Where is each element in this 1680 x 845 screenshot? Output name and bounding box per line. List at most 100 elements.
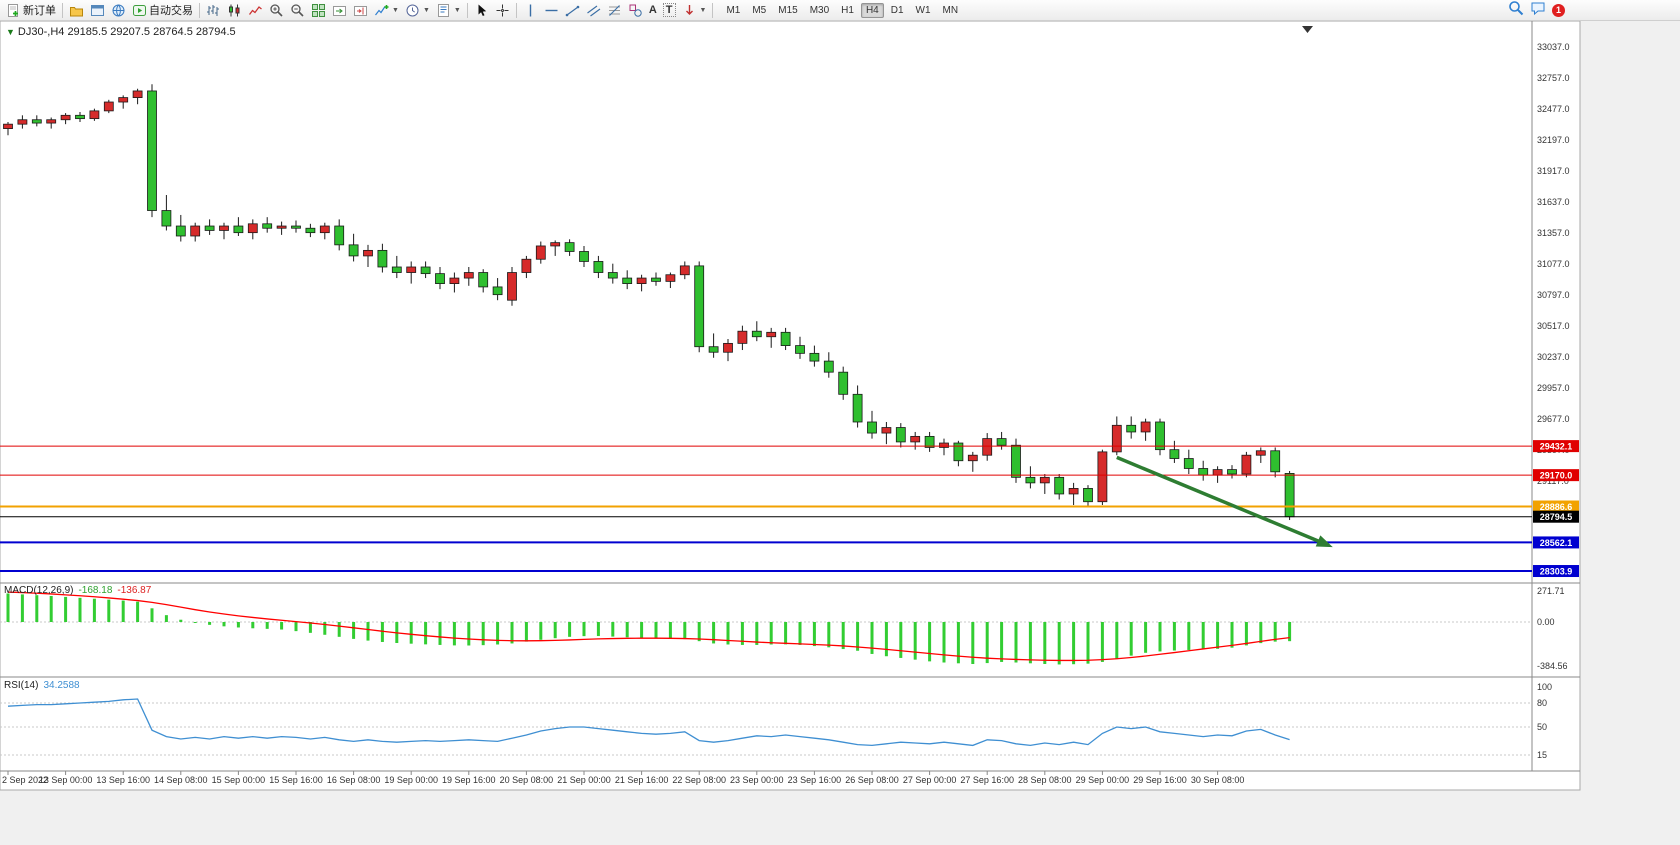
- macd-histogram-bar: [956, 622, 960, 664]
- new-order-button[interactable]: 新订单: [3, 2, 59, 19]
- auto-scroll-button[interactable]: [329, 2, 350, 19]
- timeframe-mn-button[interactable]: MN: [942, 4, 959, 16]
- svg-text:16 Sep 08:00: 16 Sep 08:00: [327, 775, 381, 785]
- dropdown-caret-icon: ▼: [699, 6, 707, 14]
- text-icon: A: [648, 4, 657, 16]
- candle-body: [823, 360, 834, 373]
- macd-histogram-bar: [582, 622, 586, 637]
- candle-body: [708, 346, 719, 353]
- macd-histogram-bar: [625, 622, 629, 638]
- candlestick-mode-button[interactable]: [224, 2, 245, 19]
- macd-histogram-bar: [222, 622, 226, 627]
- tile-windows-button[interactable]: [308, 2, 329, 19]
- macd-histogram-bar: [467, 622, 471, 646]
- rsi-name: RSI(14): [4, 680, 39, 691]
- macd-histogram-bar: [481, 622, 485, 646]
- candle-body: [910, 435, 921, 443]
- candle-body: [1097, 451, 1108, 503]
- macd-histogram-bar: [784, 622, 788, 645]
- macd-histogram-bar: [323, 622, 327, 635]
- candle-body: [391, 266, 402, 273]
- candle-body: [175, 225, 186, 237]
- toolbar-separator: [712, 2, 714, 18]
- svg-text:15: 15: [1537, 750, 1547, 760]
- crosshair-icon: [495, 3, 510, 18]
- macd-histogram-bar: [856, 622, 860, 651]
- candle-body: [1155, 421, 1165, 451]
- macd-histogram-bar: [1000, 622, 1004, 662]
- profiles-button[interactable]: [66, 2, 87, 19]
- candle-body: [478, 272, 489, 288]
- svg-text:13 Sep 00:00: 13 Sep 00:00: [39, 775, 93, 785]
- macd-histogram-bar: [1201, 622, 1205, 650]
- price-tag: [1533, 500, 1579, 513]
- timeframe-h1-button[interactable]: H1: [841, 4, 854, 16]
- candle-body: [564, 242, 575, 252]
- bar-chart-mode-button[interactable]: [203, 2, 224, 19]
- price-tag: [1533, 440, 1579, 453]
- periods-button[interactable]: ▼: [402, 2, 433, 19]
- autotrading-button[interactable]: 自动交易: [129, 2, 196, 19]
- new-order-label: 新订单: [23, 5, 56, 17]
- candle-body: [147, 90, 157, 211]
- macd-indicator-label: MACD(12,26,9) -168.18 -136.87: [4, 585, 151, 596]
- timeframe-d1-button[interactable]: D1: [890, 4, 904, 16]
- macd-histogram-bar: [136, 601, 140, 622]
- chat-icon[interactable]: [1530, 0, 1546, 21]
- terminal-window-button[interactable]: [87, 2, 108, 19]
- chart-shift-button[interactable]: [350, 2, 371, 19]
- text-tool-button[interactable]: A: [646, 2, 660, 19]
- macd-histogram-bar: [164, 615, 168, 622]
- fibonacci-icon: [607, 3, 622, 18]
- timeframe-m15-button[interactable]: M15: [778, 4, 798, 16]
- zoom-out-button[interactable]: [287, 2, 308, 19]
- macd-name: MACD(12,26,9): [4, 585, 74, 596]
- dropdown-caret-icon: ▼: [453, 6, 461, 14]
- fibonacci-tool-button[interactable]: [604, 2, 625, 19]
- toolbar-separator: [466, 2, 468, 18]
- candle-body: [118, 97, 129, 103]
- timeframe-w1-button[interactable]: W1: [915, 4, 931, 16]
- price-tag: [1533, 469, 1579, 482]
- terminal-window-icon: [90, 3, 105, 18]
- arrows-tool-button[interactable]: ▼: [679, 2, 710, 19]
- svg-text:32197.0: 32197.0: [1537, 135, 1570, 145]
- templates-button[interactable]: ▼: [433, 2, 464, 19]
- shapes-tool-button[interactable]: [625, 2, 646, 19]
- macd-histogram-bar: [294, 622, 298, 632]
- search-icon[interactable]: [1508, 0, 1524, 21]
- candle-body: [766, 331, 777, 338]
- timeframe-m30-button[interactable]: M30: [809, 4, 830, 16]
- notification-badge[interactable]: 1: [1552, 3, 1565, 17]
- timeframe-m5-button[interactable]: M5: [752, 4, 767, 16]
- svg-text:33037.0: 33037.0: [1537, 42, 1570, 52]
- candle-body: [161, 210, 172, 227]
- crosshair-button[interactable]: [492, 2, 513, 19]
- trendline-tool-button[interactable]: [562, 2, 583, 19]
- rsi-value: 34.2588: [43, 680, 80, 691]
- candle-body: [1270, 450, 1281, 473]
- zoom-in-button[interactable]: [266, 2, 287, 19]
- text-label-tool-button[interactable]: T: [660, 2, 679, 19]
- timeframe-h4-button[interactable]: H4: [860, 2, 884, 18]
- macd-histogram-bar: [769, 622, 773, 645]
- candle-body: [967, 454, 978, 462]
- macd-histogram-bar: [208, 622, 212, 625]
- macd-histogram-bar: [35, 595, 39, 622]
- community-button[interactable]: [108, 2, 129, 19]
- macd-histogram-bar: [1187, 622, 1191, 650]
- candle-body: [809, 352, 820, 362]
- macd-histogram-bar: [1057, 622, 1061, 665]
- line-chart-mode-button[interactable]: [245, 2, 266, 19]
- channel-tool-button[interactable]: [583, 2, 604, 19]
- svg-text:15 Sep 16:00: 15 Sep 16:00: [269, 775, 323, 785]
- candle-body: [17, 119, 28, 125]
- cursor-button[interactable]: [471, 2, 492, 19]
- horizontal-line-tool-button[interactable]: [541, 2, 562, 19]
- timeframe-m1-button[interactable]: M1: [726, 4, 741, 16]
- indicators-button[interactable]: ▼: [371, 2, 402, 19]
- candle-body: [679, 265, 690, 276]
- vertical-line-tool-button[interactable]: [520, 2, 541, 19]
- macd-histogram-bar: [452, 622, 456, 646]
